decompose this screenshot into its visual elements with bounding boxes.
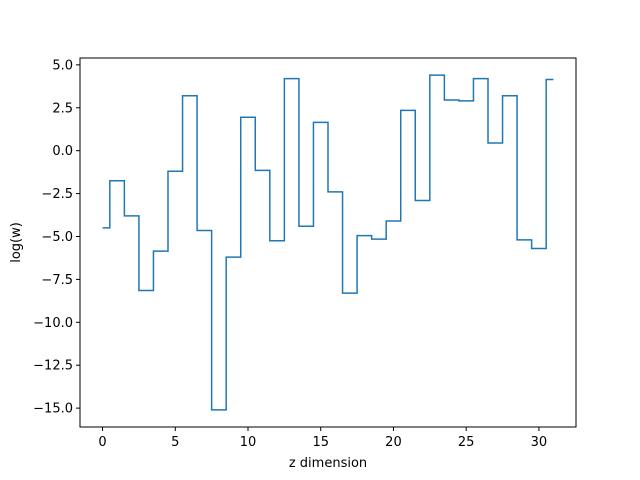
y-tick-label: −10.0	[33, 316, 73, 331]
y-tick-label: 0.0	[52, 144, 73, 159]
y-tick-label: −2.5	[41, 187, 73, 202]
y-tick-label: 2.5	[52, 101, 73, 116]
x-tick-label: 25	[458, 435, 475, 450]
y-tick-label: −7.5	[41, 273, 73, 288]
x-tick-label: 5	[171, 435, 179, 450]
y-tick-label: −5.0	[41, 230, 73, 245]
x-axis-ticks: 0 5 10 15 20 25 30	[98, 427, 547, 450]
x-axis-label: z dimension	[289, 456, 367, 471]
axes-frame	[79, 57, 577, 428]
y-tick-label: 5.0	[52, 58, 73, 73]
series-line	[102, 74, 554, 411]
plot-area	[102, 74, 554, 411]
y-axis-ticks: 5.0 2.5 0.0 −2.5 −5.0 −7.5 −10.0 −12.5 −15.0	[33, 58, 80, 417]
x-tick-label: 0	[98, 435, 106, 450]
x-tick-label: 15	[312, 435, 329, 450]
y-tick-label: −12.5	[33, 359, 73, 374]
y-tick-label: −15.0	[33, 402, 73, 417]
x-tick-label: 30	[531, 435, 548, 450]
x-tick-label: 20	[385, 435, 402, 450]
x-tick-label: 10	[240, 435, 257, 450]
y-axis-label: log(w)	[9, 222, 24, 263]
